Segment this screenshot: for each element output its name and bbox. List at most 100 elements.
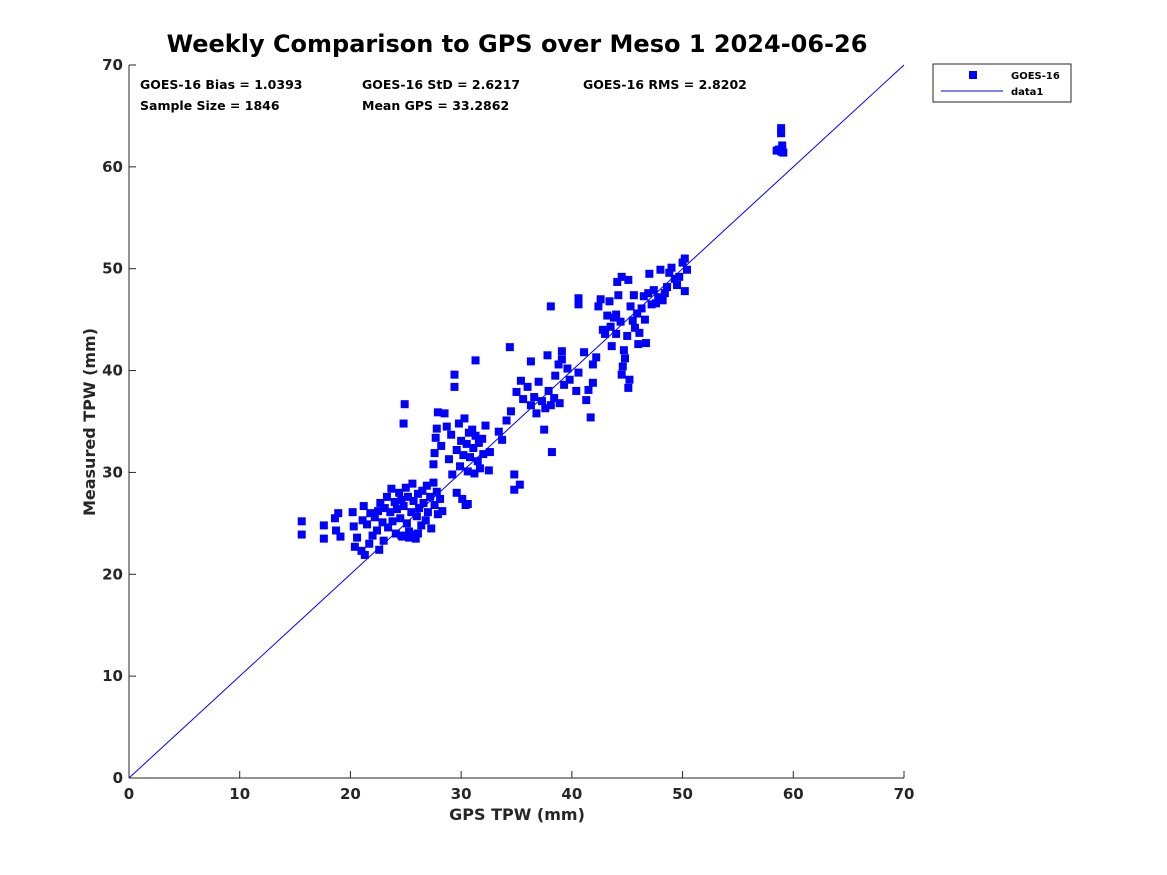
data-point	[368, 531, 377, 540]
data-point	[639, 292, 648, 301]
data-point	[474, 438, 483, 447]
data-point	[510, 485, 519, 494]
data-point	[426, 492, 435, 501]
data-point	[412, 512, 421, 521]
y-tick-label: 40	[102, 362, 123, 380]
data-point	[402, 519, 411, 528]
x-tick-label: 10	[229, 785, 250, 803]
data-point	[297, 517, 306, 526]
data-point	[382, 492, 391, 501]
stat-std: GOES-16 StD = 2.6217	[362, 77, 520, 92]
data-point	[601, 329, 610, 338]
legend: GOES-16 data1	[932, 63, 1072, 103]
data-point	[422, 481, 431, 490]
series-line-data1	[128, 64, 905, 779]
data-point	[506, 407, 515, 416]
data-point	[450, 370, 459, 379]
data-point	[468, 425, 477, 434]
data-point	[606, 322, 615, 331]
legend-marker-goes16	[969, 71, 977, 79]
data-point	[516, 376, 525, 385]
data-point	[543, 351, 552, 360]
data-point	[580, 348, 589, 357]
data-point	[417, 521, 426, 530]
data-point	[319, 534, 328, 543]
data-point	[547, 448, 556, 457]
data-point	[612, 310, 621, 319]
data-point	[598, 325, 607, 334]
y-tick-label: 60	[102, 158, 123, 176]
data-point	[463, 500, 472, 509]
data-point	[680, 254, 689, 263]
data-point	[444, 455, 453, 464]
data-point	[419, 498, 428, 507]
data-point	[429, 478, 438, 487]
data-point	[466, 453, 474, 462]
data-point	[557, 347, 566, 356]
data-point	[502, 416, 511, 425]
data-point	[683, 265, 691, 274]
data-point	[370, 513, 379, 522]
plot-area	[128, 64, 905, 779]
data-point	[644, 289, 653, 298]
data-point	[359, 502, 368, 511]
data-point	[519, 395, 528, 404]
data-point	[586, 413, 595, 422]
data-point	[618, 362, 627, 371]
data-point	[530, 393, 539, 402]
data-point	[415, 504, 424, 513]
data-point	[546, 302, 555, 311]
data-point	[617, 370, 626, 379]
data-point	[469, 443, 478, 452]
x-tick-label: 0	[124, 785, 134, 803]
data-point	[334, 509, 343, 518]
data-point	[613, 277, 622, 286]
y-tick-label: 20	[102, 565, 123, 583]
data-point	[616, 317, 625, 326]
data-point	[405, 533, 414, 542]
data-point	[557, 355, 566, 364]
data-point	[667, 263, 676, 272]
data-point	[654, 293, 663, 302]
data-point	[405, 527, 414, 536]
data-point	[663, 283, 672, 292]
data-point	[399, 502, 408, 511]
data-point	[605, 297, 614, 306]
data-point	[332, 526, 341, 535]
data-point	[645, 269, 654, 278]
legend-box	[932, 63, 1072, 103]
data-point	[537, 397, 546, 406]
data-point	[484, 466, 493, 475]
data-point	[450, 382, 459, 391]
data-point	[432, 487, 441, 496]
data-point	[680, 287, 689, 296]
data-point	[459, 451, 468, 460]
data-point	[366, 509, 375, 518]
data-point	[349, 522, 358, 531]
data-point	[433, 510, 442, 519]
data-point	[409, 496, 418, 505]
data-point	[430, 449, 439, 458]
data-point	[363, 520, 372, 529]
data-point	[554, 360, 563, 369]
data-point	[572, 386, 581, 395]
data-point	[365, 539, 374, 548]
data-point	[550, 394, 559, 403]
data-point	[433, 408, 442, 417]
data-point	[436, 494, 445, 503]
data-point	[515, 480, 524, 489]
data-point	[624, 275, 633, 284]
data-point	[619, 346, 628, 355]
data-point	[637, 304, 646, 313]
data-point	[541, 404, 550, 413]
x-tick-label: 60	[783, 785, 804, 803]
axes: 0 10 20 30 40 50 60 70 0 10 20 30 40 50 60 70	[102, 56, 914, 803]
data-point	[437, 441, 446, 450]
data-point	[336, 532, 345, 541]
data-point	[379, 536, 388, 545]
data-point	[532, 409, 541, 418]
y-tick-label: 0	[113, 769, 123, 787]
data-point	[526, 357, 535, 366]
data-point	[348, 508, 357, 517]
